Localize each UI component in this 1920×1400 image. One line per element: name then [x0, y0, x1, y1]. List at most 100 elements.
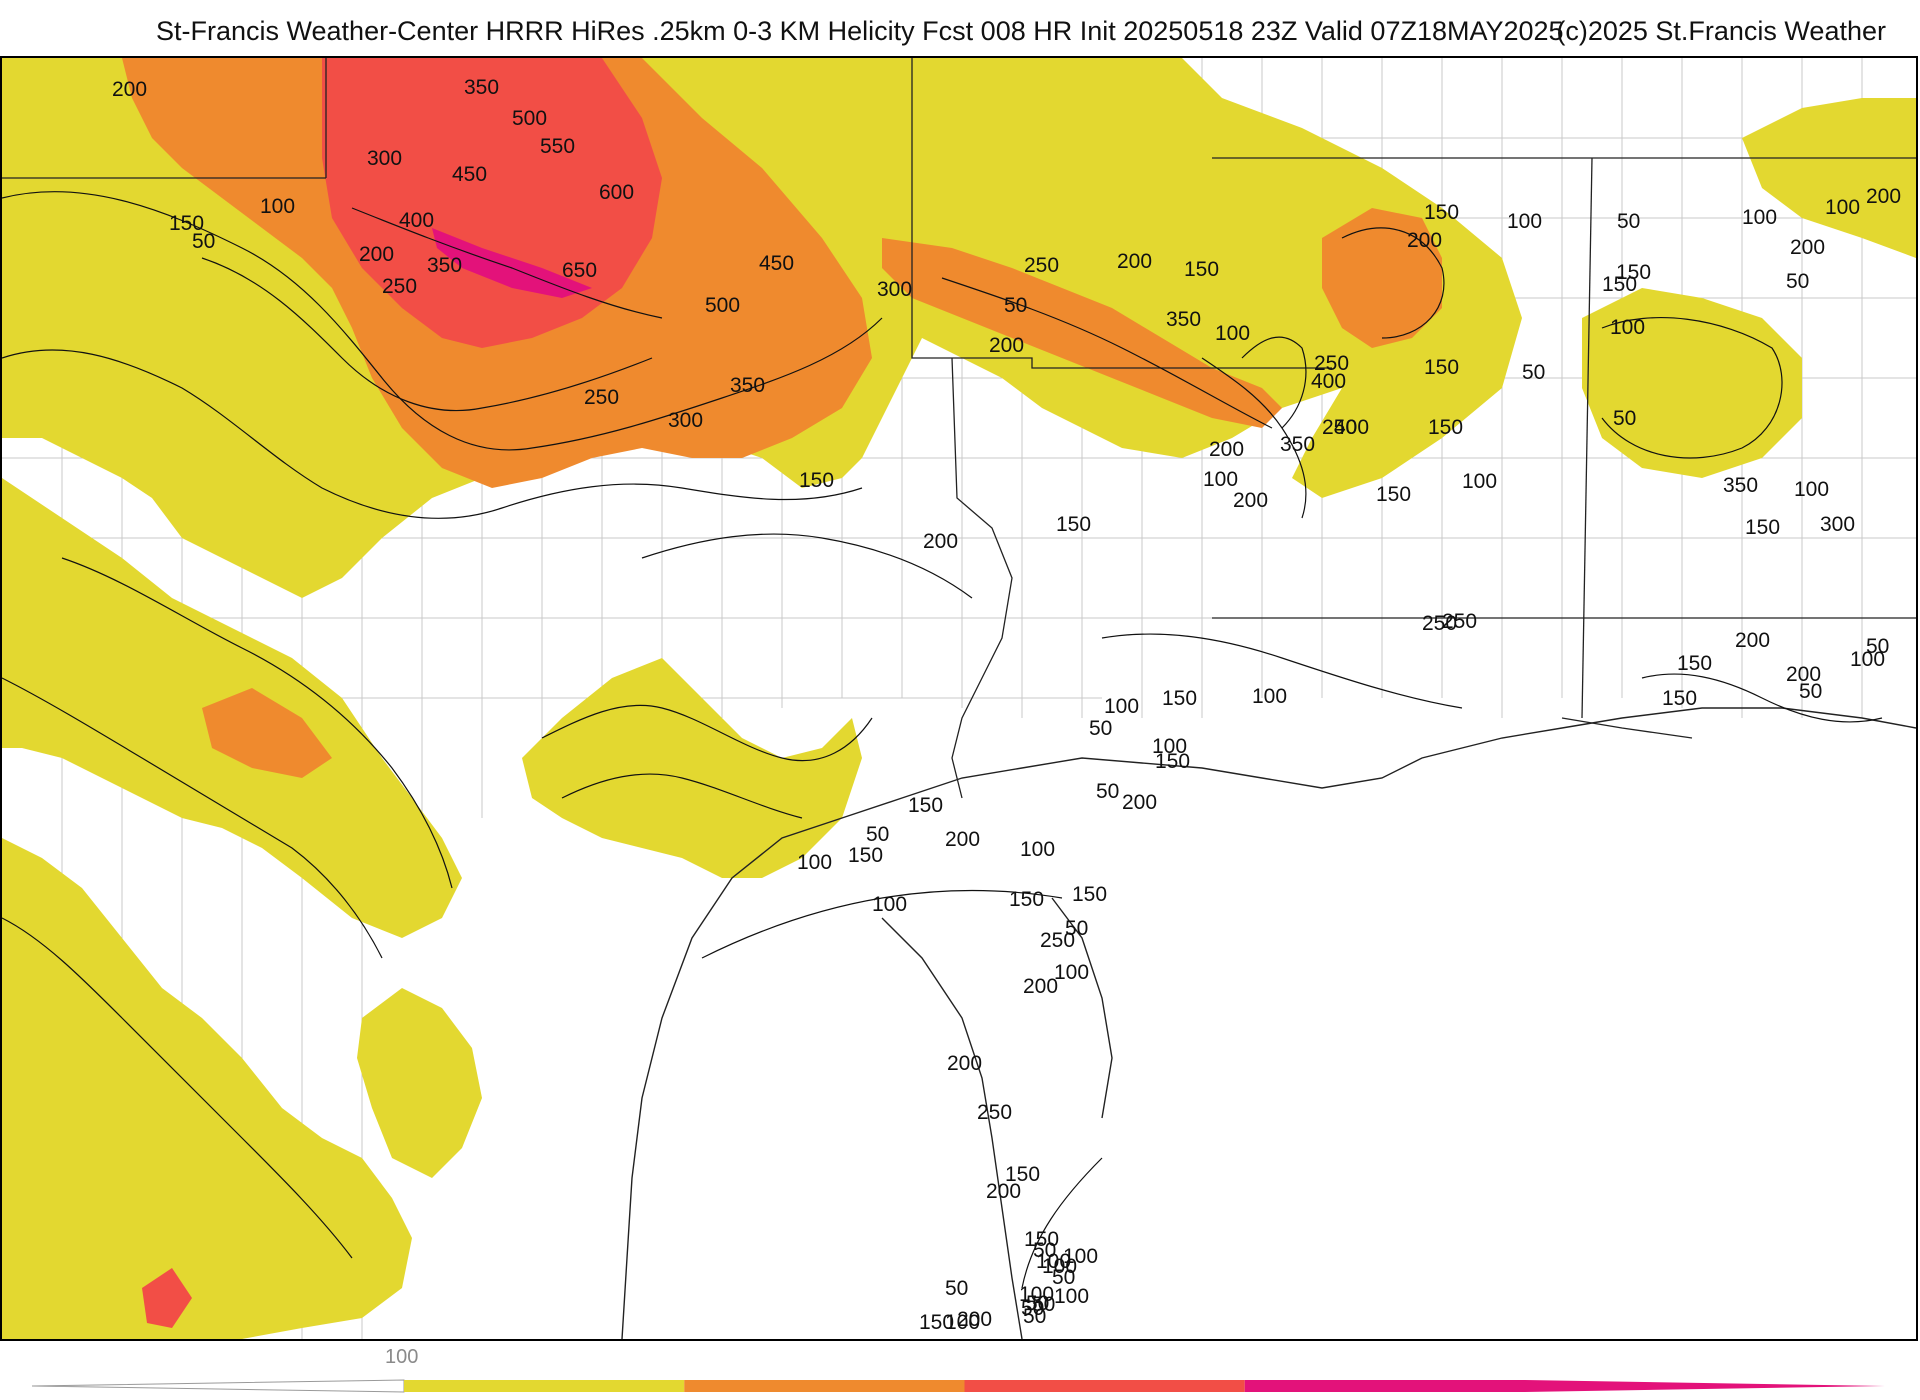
contour-label: 150 — [1602, 273, 1637, 296]
contour-label: 100 — [945, 1311, 980, 1334]
contour-label: 250 — [1314, 352, 1349, 375]
state-boundaries — [2, 58, 1916, 799]
contour-label: 150 — [169, 212, 204, 235]
contour-label: 100 — [1610, 316, 1645, 339]
contour-label: 200 — [945, 828, 980, 851]
fill-orange-ne — [1322, 208, 1442, 348]
contour-label: 400 — [1334, 416, 1369, 439]
contour-label: 150 — [1009, 888, 1044, 911]
contour-label: 100 — [1063, 1245, 1098, 1268]
contour-label: 50 — [1033, 1239, 1056, 1262]
contour-label: 150 — [1072, 883, 1107, 906]
contour-label: 150 — [1677, 652, 1712, 675]
contour-label: 300 — [877, 278, 912, 301]
contour-label: 250 — [1040, 929, 1075, 952]
contour-label: 50 — [1613, 407, 1636, 430]
colorbar-segments — [404, 1380, 1525, 1392]
contour-label: 250 — [1442, 610, 1477, 633]
contour-label: 100 — [1054, 1285, 1089, 1308]
contour-label: 600 — [599, 181, 634, 204]
copyright-credit: (c)2025 St.Francis Weather — [1556, 16, 1886, 46]
colorbar-segment — [404, 1380, 685, 1392]
contour-label: 250 — [382, 275, 417, 298]
colorbar-left-triangle — [31, 1379, 405, 1393]
contour-label: 200 — [1790, 236, 1825, 259]
contour-label: 200 — [1735, 629, 1770, 652]
contour-label: 250 — [977, 1101, 1012, 1124]
contour-label: 150 — [1616, 261, 1651, 284]
contour-label: 300 — [668, 409, 703, 432]
contour-label: 100 — [1019, 1283, 1054, 1306]
contour-label: 100 — [260, 195, 295, 218]
fill-red-core — [322, 58, 662, 348]
contour-label: 50 — [1089, 717, 1112, 740]
contour-label: 150 — [1376, 483, 1411, 506]
contour-label: 150 — [1184, 258, 1219, 281]
contour-label: 150 — [1428, 416, 1463, 439]
contour-label: 150 — [1424, 356, 1459, 379]
contour-label: 500 — [512, 107, 547, 130]
contour-label: 650 — [562, 259, 597, 282]
contour-label: 100 — [1054, 961, 1089, 984]
contour-label: 50 — [1866, 635, 1889, 658]
contour-label: 150 — [919, 1311, 954, 1334]
contour-label: 200 — [1023, 975, 1058, 998]
contour-label: 350 — [730, 374, 765, 397]
contour-label: 50 — [192, 230, 215, 253]
contour-label: 50 — [1096, 780, 1119, 803]
contour-label: 100 — [797, 851, 832, 874]
contour-label: 50 — [866, 823, 889, 846]
contour-label: 100 — [1042, 1255, 1077, 1278]
contour-label: 200 — [1786, 663, 1821, 686]
contour-label: 50 — [1522, 361, 1545, 384]
contour-label: 100 — [1462, 470, 1497, 493]
contour-label: 150 — [1005, 1163, 1040, 1186]
colorbar-right-triangle — [1525, 1380, 1885, 1392]
fill-region-northeast — [1742, 98, 1916, 258]
contour-label: 150 — [1056, 513, 1091, 536]
fill-region-central — [522, 658, 862, 878]
contour-label: 350 — [464, 76, 499, 99]
contour-label: 200 — [112, 78, 147, 101]
colorbar-segment — [964, 1380, 1245, 1392]
contour-label: 100 — [1215, 322, 1250, 345]
contour-label: 150 — [1662, 687, 1697, 710]
contour-label: 150 — [799, 469, 834, 492]
contour-label: 250 — [1024, 254, 1059, 277]
contour-label: 400 — [1311, 370, 1346, 393]
fill-region-southwest — [2, 838, 412, 1339]
contour-label: 100 — [1850, 648, 1885, 671]
fill-orange-west — [202, 688, 332, 778]
contour-label: 350 — [1723, 474, 1758, 497]
helicity-fill-shading — [2, 58, 1916, 1339]
contour-label: 100 — [1794, 478, 1829, 501]
contour-label: 200 — [1122, 791, 1157, 814]
contour-label: 450 — [452, 163, 487, 186]
contour-label: 100 — [1507, 210, 1542, 233]
contour-label: 200 — [1866, 185, 1901, 208]
contour-label: 50 — [1065, 917, 1088, 940]
contour-label: 200 — [947, 1052, 982, 1075]
contour-label: 200 — [923, 530, 958, 553]
contour-label: 500 — [705, 294, 740, 317]
colorbar-segment — [684, 1380, 965, 1392]
contour-label: 250 — [584, 386, 619, 409]
contour-label: 150 — [1162, 687, 1197, 710]
contour-label: 100 — [1252, 685, 1287, 708]
contour-label: 550 — [540, 135, 575, 158]
contour-label: 200 — [1117, 250, 1152, 273]
contour-label: 450 — [759, 252, 794, 275]
contour-label: 350 — [1280, 433, 1315, 456]
contour-label: 100 — [1203, 468, 1238, 491]
contour-label: 50 — [1799, 680, 1822, 703]
contour-label: 50 — [1786, 270, 1809, 293]
contour-label: 50 — [1052, 1266, 1075, 1289]
contour-label: 150 — [1155, 750, 1190, 773]
contour-label: 100 — [1152, 735, 1187, 758]
fill-orange-band — [882, 238, 1282, 428]
fill-red-sw — [142, 1268, 192, 1328]
contour-label: 50 — [1021, 1297, 1044, 1320]
contour-label: 200 — [986, 1180, 1021, 1203]
helicity-contours — [2, 191, 1883, 1289]
